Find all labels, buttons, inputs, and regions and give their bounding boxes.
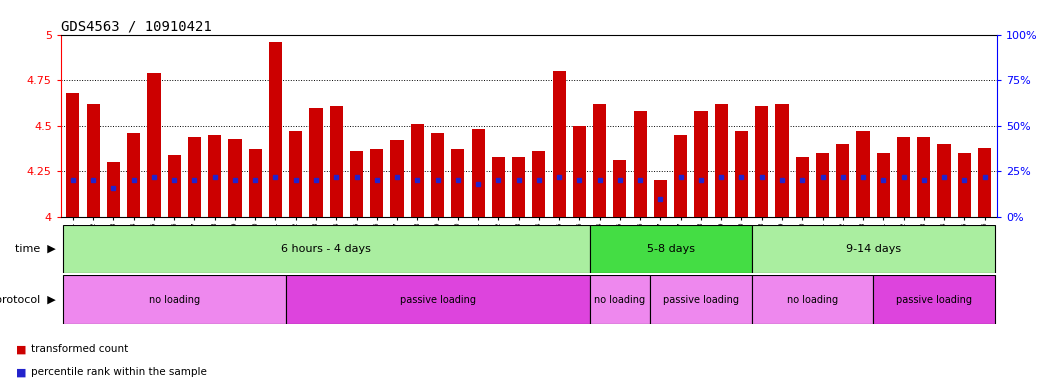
Bar <box>66 93 80 217</box>
Bar <box>897 137 910 217</box>
Bar <box>310 108 322 217</box>
Bar <box>431 133 444 217</box>
Bar <box>752 275 873 324</box>
Bar <box>837 144 849 217</box>
Bar <box>633 111 647 217</box>
Bar <box>410 124 424 217</box>
Bar <box>63 275 286 324</box>
Text: 5-8 days: 5-8 days <box>647 243 694 254</box>
Text: passive loading: passive loading <box>400 295 475 305</box>
Bar <box>796 157 809 217</box>
Bar <box>937 144 951 217</box>
Bar <box>286 275 589 324</box>
Bar <box>876 153 890 217</box>
Text: no loading: no loading <box>595 295 645 305</box>
Bar <box>752 225 995 273</box>
Bar <box>228 139 242 217</box>
Bar <box>856 131 870 217</box>
Text: percentile rank within the sample: percentile rank within the sample <box>31 367 207 377</box>
Bar <box>289 131 303 217</box>
Bar <box>978 148 992 217</box>
Bar <box>650 275 752 324</box>
Text: GDS4563 / 10910421: GDS4563 / 10910421 <box>61 20 211 33</box>
Text: ■: ■ <box>16 344 26 354</box>
Bar <box>63 225 589 273</box>
Bar <box>148 73 160 217</box>
Text: time  ▶: time ▶ <box>15 243 55 254</box>
Bar <box>958 153 971 217</box>
Text: protocol  ▶: protocol ▶ <box>0 295 55 305</box>
Bar <box>451 149 465 217</box>
Bar <box>573 126 586 217</box>
Bar <box>269 42 282 217</box>
Bar <box>391 141 404 217</box>
Text: 6 hours - 4 days: 6 hours - 4 days <box>282 243 371 254</box>
Bar <box>593 104 606 217</box>
Bar <box>107 162 120 217</box>
Bar <box>371 149 383 217</box>
Bar <box>492 157 505 217</box>
Text: no loading: no loading <box>149 295 200 305</box>
Text: 9-14 days: 9-14 days <box>846 243 900 254</box>
Bar <box>614 161 626 217</box>
Text: ■: ■ <box>16 367 26 377</box>
Bar <box>248 149 262 217</box>
Bar <box>674 135 687 217</box>
Bar <box>873 275 995 324</box>
Bar <box>330 106 342 217</box>
Bar <box>471 129 485 217</box>
Bar <box>755 106 768 217</box>
Bar <box>653 180 667 217</box>
Text: transformed count: transformed count <box>31 344 129 354</box>
Bar <box>816 153 829 217</box>
Bar <box>917 137 931 217</box>
Bar <box>589 275 650 324</box>
Text: no loading: no loading <box>786 295 838 305</box>
Bar <box>168 155 181 217</box>
Bar <box>532 151 545 217</box>
Bar <box>589 225 752 273</box>
Bar <box>715 104 728 217</box>
Text: passive loading: passive loading <box>663 295 739 305</box>
Bar <box>776 104 788 217</box>
Bar <box>187 137 201 217</box>
Bar <box>208 135 221 217</box>
Text: passive loading: passive loading <box>896 295 972 305</box>
Bar <box>350 151 363 217</box>
Bar <box>553 71 565 217</box>
Bar <box>735 131 748 217</box>
Bar <box>87 104 99 217</box>
Bar <box>127 133 140 217</box>
Bar <box>512 157 526 217</box>
Bar <box>694 111 708 217</box>
